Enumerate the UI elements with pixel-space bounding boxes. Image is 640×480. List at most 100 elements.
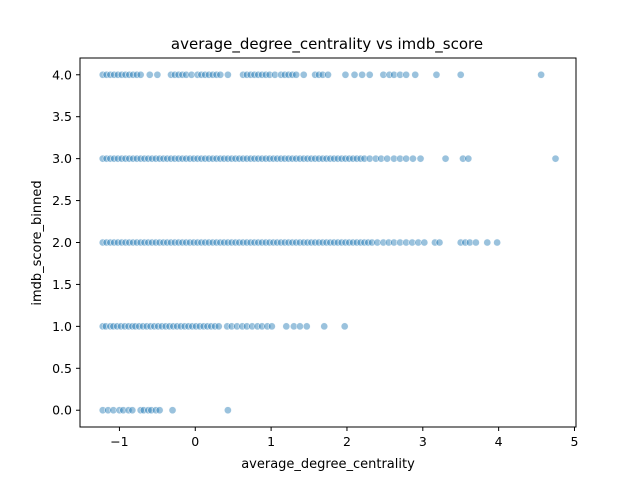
data-point: [271, 70, 279, 79]
data-point: [420, 238, 429, 247]
data-point: [411, 70, 420, 79]
data-point: [537, 70, 546, 79]
data-point: [379, 238, 388, 247]
x-axis-label: average_degree_centrality: [241, 457, 415, 472]
data-point: [358, 70, 367, 79]
data-point: [365, 70, 374, 79]
x-tick-label: 2: [343, 434, 351, 449]
y-axis-label: imdb_score_binned: [30, 180, 45, 305]
data-point: [216, 70, 225, 79]
data-point: [408, 238, 417, 247]
data-point: [119, 406, 128, 415]
data-point: [144, 406, 153, 415]
data-point: [377, 154, 385, 163]
data-point: [263, 322, 272, 331]
data-point: [416, 154, 425, 163]
chart-title: average_degree_centrality vs imdb_score: [171, 35, 483, 54]
data-point: [471, 238, 480, 247]
data-point: [136, 70, 145, 79]
data-point: [379, 70, 388, 79]
data-point: [139, 406, 148, 415]
x-tick-label: −1: [110, 434, 128, 449]
data-point: [299, 70, 308, 79]
data-point: [153, 70, 162, 79]
y-tick-label: 4.0: [52, 67, 72, 82]
data-points: [98, 70, 560, 415]
data-point: [242, 322, 251, 331]
x-axis-ticks: −1 0 1 2 3 4 5: [110, 427, 578, 449]
data-point: [465, 238, 474, 247]
data-point: [414, 238, 423, 247]
data-point: [182, 70, 191, 79]
data-point: [383, 154, 392, 163]
data-point: [441, 154, 450, 163]
data-point: [461, 238, 470, 247]
data-point: [368, 238, 376, 247]
y-tick-label: 3.0: [52, 151, 72, 166]
data-point: [248, 322, 257, 331]
data-point: [282, 322, 291, 331]
data-point: [296, 322, 304, 331]
data-point: [258, 322, 266, 331]
data-point: [253, 322, 262, 331]
x-tick-label: 4: [495, 434, 503, 449]
data-point: [98, 322, 107, 331]
data-point: [214, 322, 223, 331]
data-point: [320, 322, 329, 331]
y-axis-ticks: 0.0 0.5 1.0 1.5 2.0 2.5 3.0 3.5 4.0: [52, 67, 80, 418]
data-point: [233, 322, 241, 331]
data-point: [360, 154, 369, 163]
data-point: [267, 322, 276, 331]
y-tick-label: 0.0: [52, 403, 72, 418]
data-point: [227, 322, 236, 331]
data-point: [106, 322, 115, 331]
data-point: [483, 238, 492, 247]
data-point: [459, 154, 467, 163]
y-tick-label: 2.5: [52, 193, 72, 208]
data-point: [431, 238, 439, 247]
data-point: [435, 238, 444, 247]
x-tick-label: 1: [267, 434, 275, 449]
data-point: [289, 322, 298, 331]
data-point: [104, 406, 112, 415]
data-point: [551, 154, 560, 163]
data-point: [402, 238, 411, 247]
data-point: [396, 238, 404, 247]
data-point: [238, 322, 247, 331]
y-tick-label: 2.0: [52, 235, 72, 250]
data-point: [350, 70, 359, 79]
x-tick-label: 0: [191, 434, 199, 449]
data-point: [324, 70, 332, 79]
data-point: [187, 70, 196, 79]
data-point: [341, 70, 350, 79]
y-tick-label: 1.0: [52, 319, 72, 334]
data-point: [265, 70, 274, 79]
data-point: [145, 70, 154, 79]
data-point: [98, 406, 107, 415]
data-point: [136, 406, 145, 415]
data-point: [396, 154, 404, 163]
data-point: [402, 70, 411, 79]
data-point: [384, 238, 393, 247]
data-point: [432, 70, 441, 79]
data-point: [390, 154, 398, 163]
data-point: [147, 406, 156, 415]
data-point: [390, 238, 398, 247]
data-point: [168, 406, 177, 415]
data-point: [223, 70, 232, 79]
data-point: [456, 238, 465, 247]
data-point: [155, 406, 164, 415]
data-point: [456, 70, 465, 79]
data-point: [128, 406, 137, 415]
x-tick-label: 3: [419, 434, 427, 449]
data-point: [390, 70, 398, 79]
data-point: [396, 70, 404, 79]
data-point: [302, 322, 311, 331]
data-point: [365, 154, 374, 163]
y-tick-label: 0.5: [52, 361, 72, 376]
data-point: [402, 154, 411, 163]
data-point: [223, 322, 232, 331]
data-point: [385, 70, 394, 79]
